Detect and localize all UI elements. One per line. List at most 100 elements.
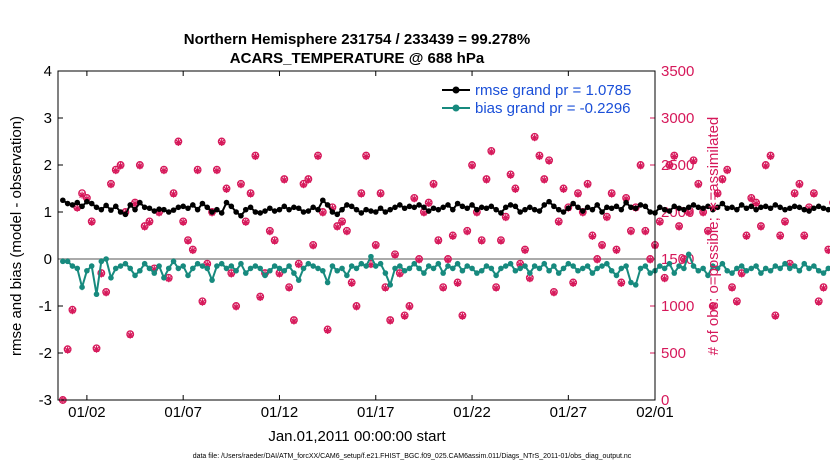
rmse-marker: [584, 204, 591, 211]
assimilated-obs-stroke: [555, 219, 562, 226]
assimilated-obs-marker: [198, 298, 206, 306]
rmse-marker: [541, 202, 548, 208]
assimilated-obs-stroke: [700, 210, 707, 216]
assimilated-obs-marker: [656, 218, 664, 226]
rmse-marker: [478, 204, 485, 211]
assimilated-obs-marker: [333, 223, 341, 231]
rmse-marker: [454, 200, 461, 207]
bias-marker: [64, 258, 71, 265]
assimilated-obs-stroke: [64, 347, 71, 354]
assimilated-obs-marker: [88, 218, 96, 226]
assimilated-obs-stroke: [290, 318, 297, 324]
assimilated-obs-marker: [454, 279, 462, 287]
rmse-marker: [628, 204, 634, 211]
assimilated-obs-marker: [487, 148, 495, 156]
bias-marker: [657, 263, 663, 269]
assimilated-obs-marker: [540, 176, 548, 184]
y-tick-label: 0: [44, 251, 52, 268]
assimilated-obs-marker: [174, 138, 182, 146]
rmse-marker: [108, 207, 114, 213]
rmse-marker: [522, 206, 528, 213]
assimilated-obs-stroke: [464, 228, 471, 235]
bias-marker: [748, 265, 755, 272]
assimilated-obs-marker: [593, 256, 601, 264]
assimilated-obs-stroke: [791, 191, 798, 198]
bias-marker: [551, 263, 557, 269]
y-tick-label: 4: [44, 63, 52, 80]
assimilated-obs-stroke: [772, 313, 779, 320]
bias-marker: [488, 265, 495, 272]
assimilated-obs-stroke: [724, 167, 731, 174]
assimilated-obs-stroke: [334, 224, 341, 230]
bias-marker: [806, 265, 812, 272]
assimilated-obs-stroke: [411, 195, 418, 202]
assimilated-obs-stroke: [218, 139, 225, 146]
x-tick-label: 01/22: [453, 404, 491, 421]
rmse-marker: [632, 205, 639, 212]
bias-marker: [252, 263, 259, 269]
assimilated-obs-stroke: [271, 238, 278, 245]
bias-marker: [753, 263, 759, 269]
rmse-marker: [98, 206, 105, 213]
rmse-marker: [575, 204, 581, 211]
assimilated-obs-stroke: [387, 318, 394, 324]
bias-marker: [286, 263, 292, 269]
assimilated-obs-marker: [800, 232, 808, 240]
assimilated-obs-stroke: [459, 313, 466, 320]
assimilated-obs-stroke: [276, 271, 283, 277]
rmse-marker: [777, 204, 783, 211]
bias-marker: [79, 284, 85, 291]
rmse-marker: [825, 206, 830, 213]
rmse-marker: [551, 203, 557, 210]
rmse-marker: [185, 205, 191, 212]
bias-marker: [791, 263, 798, 269]
assimilated-obs-stroke: [382, 285, 389, 292]
assimilated-obs-marker: [545, 157, 553, 165]
bias-marker: [642, 263, 649, 269]
assimilated-obs-stroke: [223, 186, 230, 193]
rmse-marker: [271, 208, 278, 214]
bias-marker: [820, 270, 827, 276]
bias-marker: [584, 263, 591, 269]
assimilated-obs-marker: [747, 195, 755, 203]
assimilated-obs-marker: [574, 190, 582, 198]
assimilated-obs-stroke: [550, 289, 557, 296]
rmse-marker: [815, 203, 822, 210]
assimilated-obs-marker: [690, 157, 698, 165]
assimilated-obs-stroke: [560, 186, 567, 193]
bias-marker: [84, 267, 90, 274]
rmse-marker: [416, 202, 422, 208]
assimilated-obs-marker: [771, 312, 779, 320]
bias-marker: [719, 260, 726, 267]
bias-marker: [777, 265, 783, 272]
assimilated-obs-stroke: [175, 139, 182, 146]
rmse-marker: [348, 203, 355, 210]
bias-marker: [435, 260, 442, 267]
assimilated-obs-marker: [367, 261, 375, 269]
bias-marker: [353, 265, 360, 272]
bias-marker: [589, 270, 596, 276]
assimilated-obs-stroke: [242, 219, 249, 226]
rmse-marker: [344, 202, 350, 208]
bias-marker: [801, 260, 808, 267]
assimilated-obs-stroke: [705, 228, 711, 235]
bias-marker: [117, 263, 124, 269]
rmse-marker: [474, 206, 480, 213]
rmse-marker: [589, 206, 596, 213]
rmse-marker: [647, 209, 653, 215]
rmse-marker: [257, 210, 264, 216]
assimilated-obs-marker: [117, 162, 125, 170]
x-tick-label: 01/02: [68, 404, 106, 421]
assimilated-obs-marker: [598, 242, 606, 250]
assimilated-obs-stroke: [93, 346, 100, 353]
bias-marker: [416, 265, 422, 272]
bias-marker: [363, 263, 369, 269]
y-tick-label: 2: [44, 157, 52, 174]
bias-marker: [613, 272, 620, 279]
assimilated-obs-stroke: [305, 177, 312, 183]
assimilated-obs-marker: [560, 185, 568, 193]
rmse-marker: [228, 203, 235, 210]
bias-marker: [242, 270, 249, 276]
bias-marker: [103, 256, 109, 262]
rmse-marker: [252, 209, 259, 215]
